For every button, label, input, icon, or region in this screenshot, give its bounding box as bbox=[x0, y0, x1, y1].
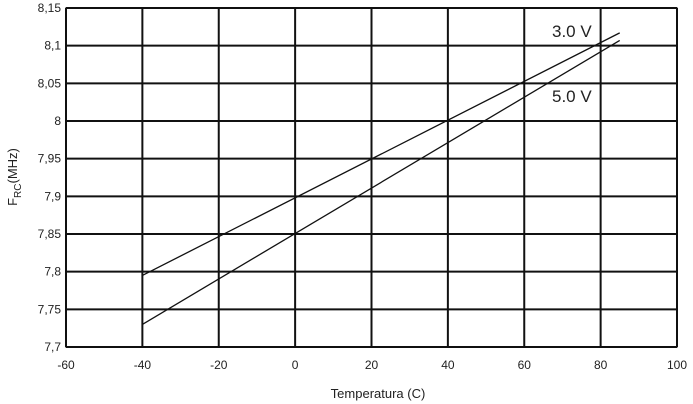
y-tick-label: 8,15 bbox=[38, 1, 62, 15]
x-tick-label: -60 bbox=[57, 358, 75, 372]
y-axis-title: FRC(MHz) bbox=[5, 148, 24, 206]
series-line-3v bbox=[142, 32, 621, 277]
series-label-3v: 3.0 V bbox=[552, 22, 592, 41]
grid-lines bbox=[65, 7, 678, 348]
series-lines bbox=[142, 32, 621, 325]
y-tick-label: 8,1 bbox=[44, 39, 61, 53]
y-tick-label: 7,85 bbox=[38, 227, 62, 241]
y-tick-label: 8,05 bbox=[38, 76, 62, 90]
y-tick-label: 7,95 bbox=[38, 152, 62, 166]
y-axis-title-tail: (MHz) bbox=[5, 148, 20, 183]
y-tick-label: 8 bbox=[54, 114, 61, 128]
x-tick-label: 60 bbox=[518, 358, 532, 372]
plot-area bbox=[65, 7, 678, 348]
tick-labels: -60 -40 -20 0 20 40 60 80 100 7,7 7,75 7,8 7,85 7,9 7,… bbox=[38, 1, 688, 372]
y-tick-label: 7,8 bbox=[44, 265, 61, 279]
x-tick-label: -20 bbox=[210, 358, 228, 372]
y-tick-label: 7,75 bbox=[38, 302, 62, 316]
x-tick-label: 100 bbox=[667, 358, 687, 372]
x-tick-label: 0 bbox=[292, 358, 299, 372]
y-tick-label: 7,7 bbox=[44, 340, 61, 354]
y-tick-label: 7,9 bbox=[44, 189, 61, 203]
x-tick-label: 40 bbox=[441, 358, 455, 372]
y-axis-title-sub: RC bbox=[13, 183, 24, 197]
x-tick-label: 20 bbox=[365, 358, 379, 372]
series-label-5v: 5.0 V bbox=[552, 87, 592, 106]
series-line-5v bbox=[142, 39, 621, 325]
x-tick-label: -40 bbox=[134, 358, 152, 372]
y-axis-title-main: F bbox=[5, 198, 20, 206]
x-tick-label: 80 bbox=[594, 358, 608, 372]
x-axis-title: Temperatura (C) bbox=[331, 386, 426, 401]
